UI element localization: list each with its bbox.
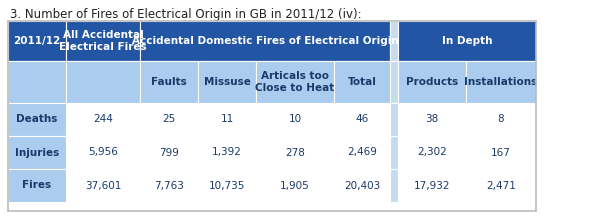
Text: Missuse: Missuse bbox=[203, 77, 250, 87]
Text: 2,302: 2,302 bbox=[417, 147, 447, 158]
Bar bbox=[140, 61, 198, 103]
Bar bbox=[466, 103, 536, 136]
Bar bbox=[8, 103, 66, 136]
Bar bbox=[398, 61, 466, 103]
Bar bbox=[140, 169, 198, 202]
Bar bbox=[256, 61, 334, 103]
Bar bbox=[334, 136, 390, 169]
Text: 1,905: 1,905 bbox=[280, 181, 310, 191]
Text: 278: 278 bbox=[285, 147, 305, 158]
Text: 46: 46 bbox=[355, 114, 368, 124]
Bar bbox=[390, 21, 398, 61]
Text: 38: 38 bbox=[425, 114, 439, 124]
Bar bbox=[256, 169, 334, 202]
Bar bbox=[398, 169, 466, 202]
Text: 8: 8 bbox=[497, 114, 505, 124]
Bar bbox=[256, 136, 334, 169]
Bar bbox=[8, 136, 66, 169]
Text: Faults: Faults bbox=[151, 77, 187, 87]
Bar bbox=[66, 136, 140, 169]
Bar bbox=[466, 136, 536, 169]
Text: 25: 25 bbox=[163, 114, 176, 124]
Text: 2,469: 2,469 bbox=[347, 147, 377, 158]
Bar bbox=[390, 103, 398, 136]
Bar bbox=[390, 136, 398, 169]
Text: Articals too
Close to Heat: Articals too Close to Heat bbox=[256, 71, 335, 93]
Text: In Depth: In Depth bbox=[442, 36, 492, 46]
Bar bbox=[198, 136, 256, 169]
Bar bbox=[198, 169, 256, 202]
Text: Deaths: Deaths bbox=[16, 114, 58, 124]
Bar bbox=[8, 21, 536, 211]
Text: 2,471: 2,471 bbox=[486, 181, 516, 191]
Text: Products: Products bbox=[406, 77, 458, 87]
Bar bbox=[398, 103, 466, 136]
Text: 3. Number of Fires of Electrical Origin in GB in 2011/12 (iv):: 3. Number of Fires of Electrical Origin … bbox=[10, 8, 362, 21]
Bar bbox=[66, 61, 140, 103]
Text: Total: Total bbox=[347, 77, 376, 87]
Bar bbox=[398, 136, 466, 169]
Bar bbox=[334, 169, 390, 202]
Bar bbox=[8, 61, 66, 103]
Text: All Accidental
Electrical Fires: All Accidental Electrical Fires bbox=[59, 30, 147, 52]
Text: 17,932: 17,932 bbox=[414, 181, 450, 191]
Bar bbox=[66, 21, 140, 61]
Text: 10: 10 bbox=[289, 114, 302, 124]
Text: Injuries: Injuries bbox=[15, 147, 59, 158]
Bar bbox=[66, 103, 140, 136]
Bar bbox=[8, 169, 66, 202]
Bar bbox=[198, 61, 256, 103]
Text: 167: 167 bbox=[491, 147, 511, 158]
Text: 7,763: 7,763 bbox=[154, 181, 184, 191]
Text: 1,392: 1,392 bbox=[212, 147, 242, 158]
Bar bbox=[140, 103, 198, 136]
Bar bbox=[140, 21, 390, 61]
Bar bbox=[256, 103, 334, 136]
Bar bbox=[66, 169, 140, 202]
Text: 799: 799 bbox=[159, 147, 179, 158]
Bar bbox=[466, 61, 536, 103]
Text: Fires: Fires bbox=[22, 181, 52, 191]
Text: Accidental Domestic Fires of Electrical Origin: Accidental Domestic Fires of Electrical … bbox=[131, 36, 398, 46]
Bar bbox=[390, 169, 398, 202]
Text: 20,403: 20,403 bbox=[344, 181, 380, 191]
Text: 2011/12: 2011/12 bbox=[13, 36, 61, 46]
Text: 5,956: 5,956 bbox=[88, 147, 118, 158]
Bar bbox=[140, 136, 198, 169]
Text: 11: 11 bbox=[220, 114, 233, 124]
Bar bbox=[334, 103, 390, 136]
Text: 10,735: 10,735 bbox=[209, 181, 245, 191]
Bar bbox=[398, 21, 536, 61]
Text: 37,601: 37,601 bbox=[85, 181, 121, 191]
Bar bbox=[198, 103, 256, 136]
Bar bbox=[334, 61, 390, 103]
Text: Installations: Installations bbox=[464, 77, 538, 87]
Bar bbox=[390, 61, 398, 103]
Text: 244: 244 bbox=[93, 114, 113, 124]
Bar bbox=[466, 169, 536, 202]
Bar bbox=[8, 21, 66, 61]
